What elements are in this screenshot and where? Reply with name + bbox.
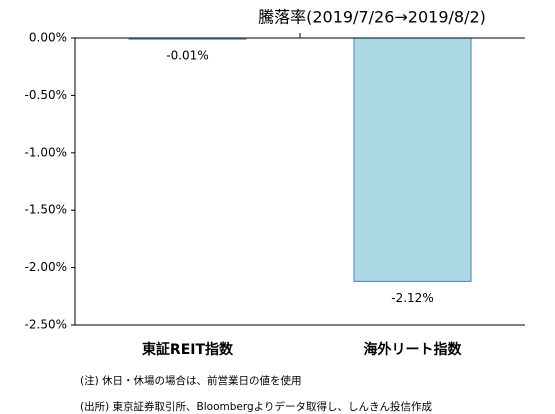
- note: (注) 休日・休場の場合は、前営業日の値を使用: [80, 374, 302, 387]
- y-tick-label: 0.00%: [29, 31, 67, 45]
- bar: [353, 37, 472, 282]
- y-tick-label: -1.50%: [25, 203, 67, 217]
- value-label: -2.12%: [391, 291, 433, 305]
- y-tick-label: -0.50%: [25, 88, 67, 102]
- x-tick-label: 東証REIT指数: [142, 341, 234, 358]
- chart-title: 騰落率(2019/7/26→2019/8/2): [258, 8, 486, 27]
- y-tick-label: -2.50%: [25, 318, 67, 332]
- value-label: -0.01%: [166, 49, 208, 63]
- y-tick-label: -1.00%: [25, 145, 67, 159]
- note: (出所) 東京証券取引所、Bloombergよりデータ取得し、しんきん投信作成: [80, 400, 432, 413]
- y-tick-label: -2.00%: [25, 260, 67, 274]
- x-tick-label: 海外リート指数: [364, 341, 463, 358]
